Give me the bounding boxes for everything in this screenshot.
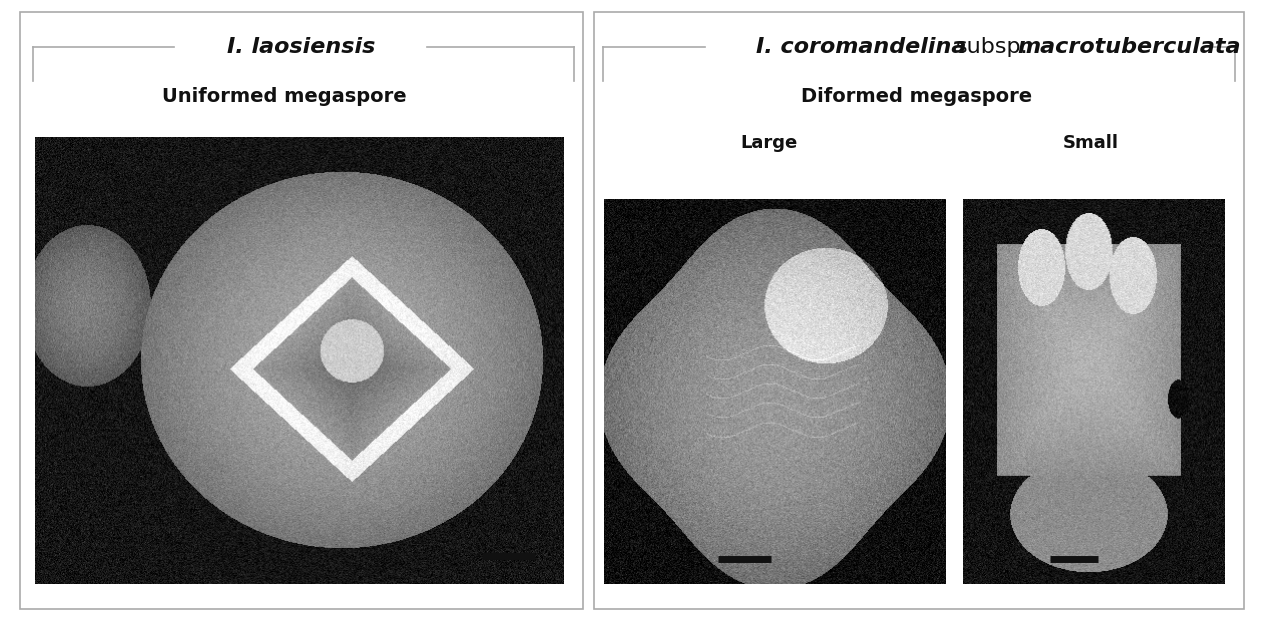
Text: Diformed megaspore: Diformed megaspore [801, 87, 1031, 106]
Text: I. laosiensis: I. laosiensis [226, 37, 375, 57]
Bar [20, 12, 583, 609]
Text: I. coromandelina: I. coromandelina [756, 37, 966, 57]
Text: macrotuberculata: macrotuberculata [1018, 37, 1241, 57]
Text: Small: Small [1063, 134, 1119, 152]
Text: Large: Large [739, 134, 798, 152]
Bar [594, 12, 1244, 609]
Text: Uniformed megaspore: Uniformed megaspore [162, 87, 407, 106]
Text: subsp.: subsp. [956, 37, 1028, 57]
